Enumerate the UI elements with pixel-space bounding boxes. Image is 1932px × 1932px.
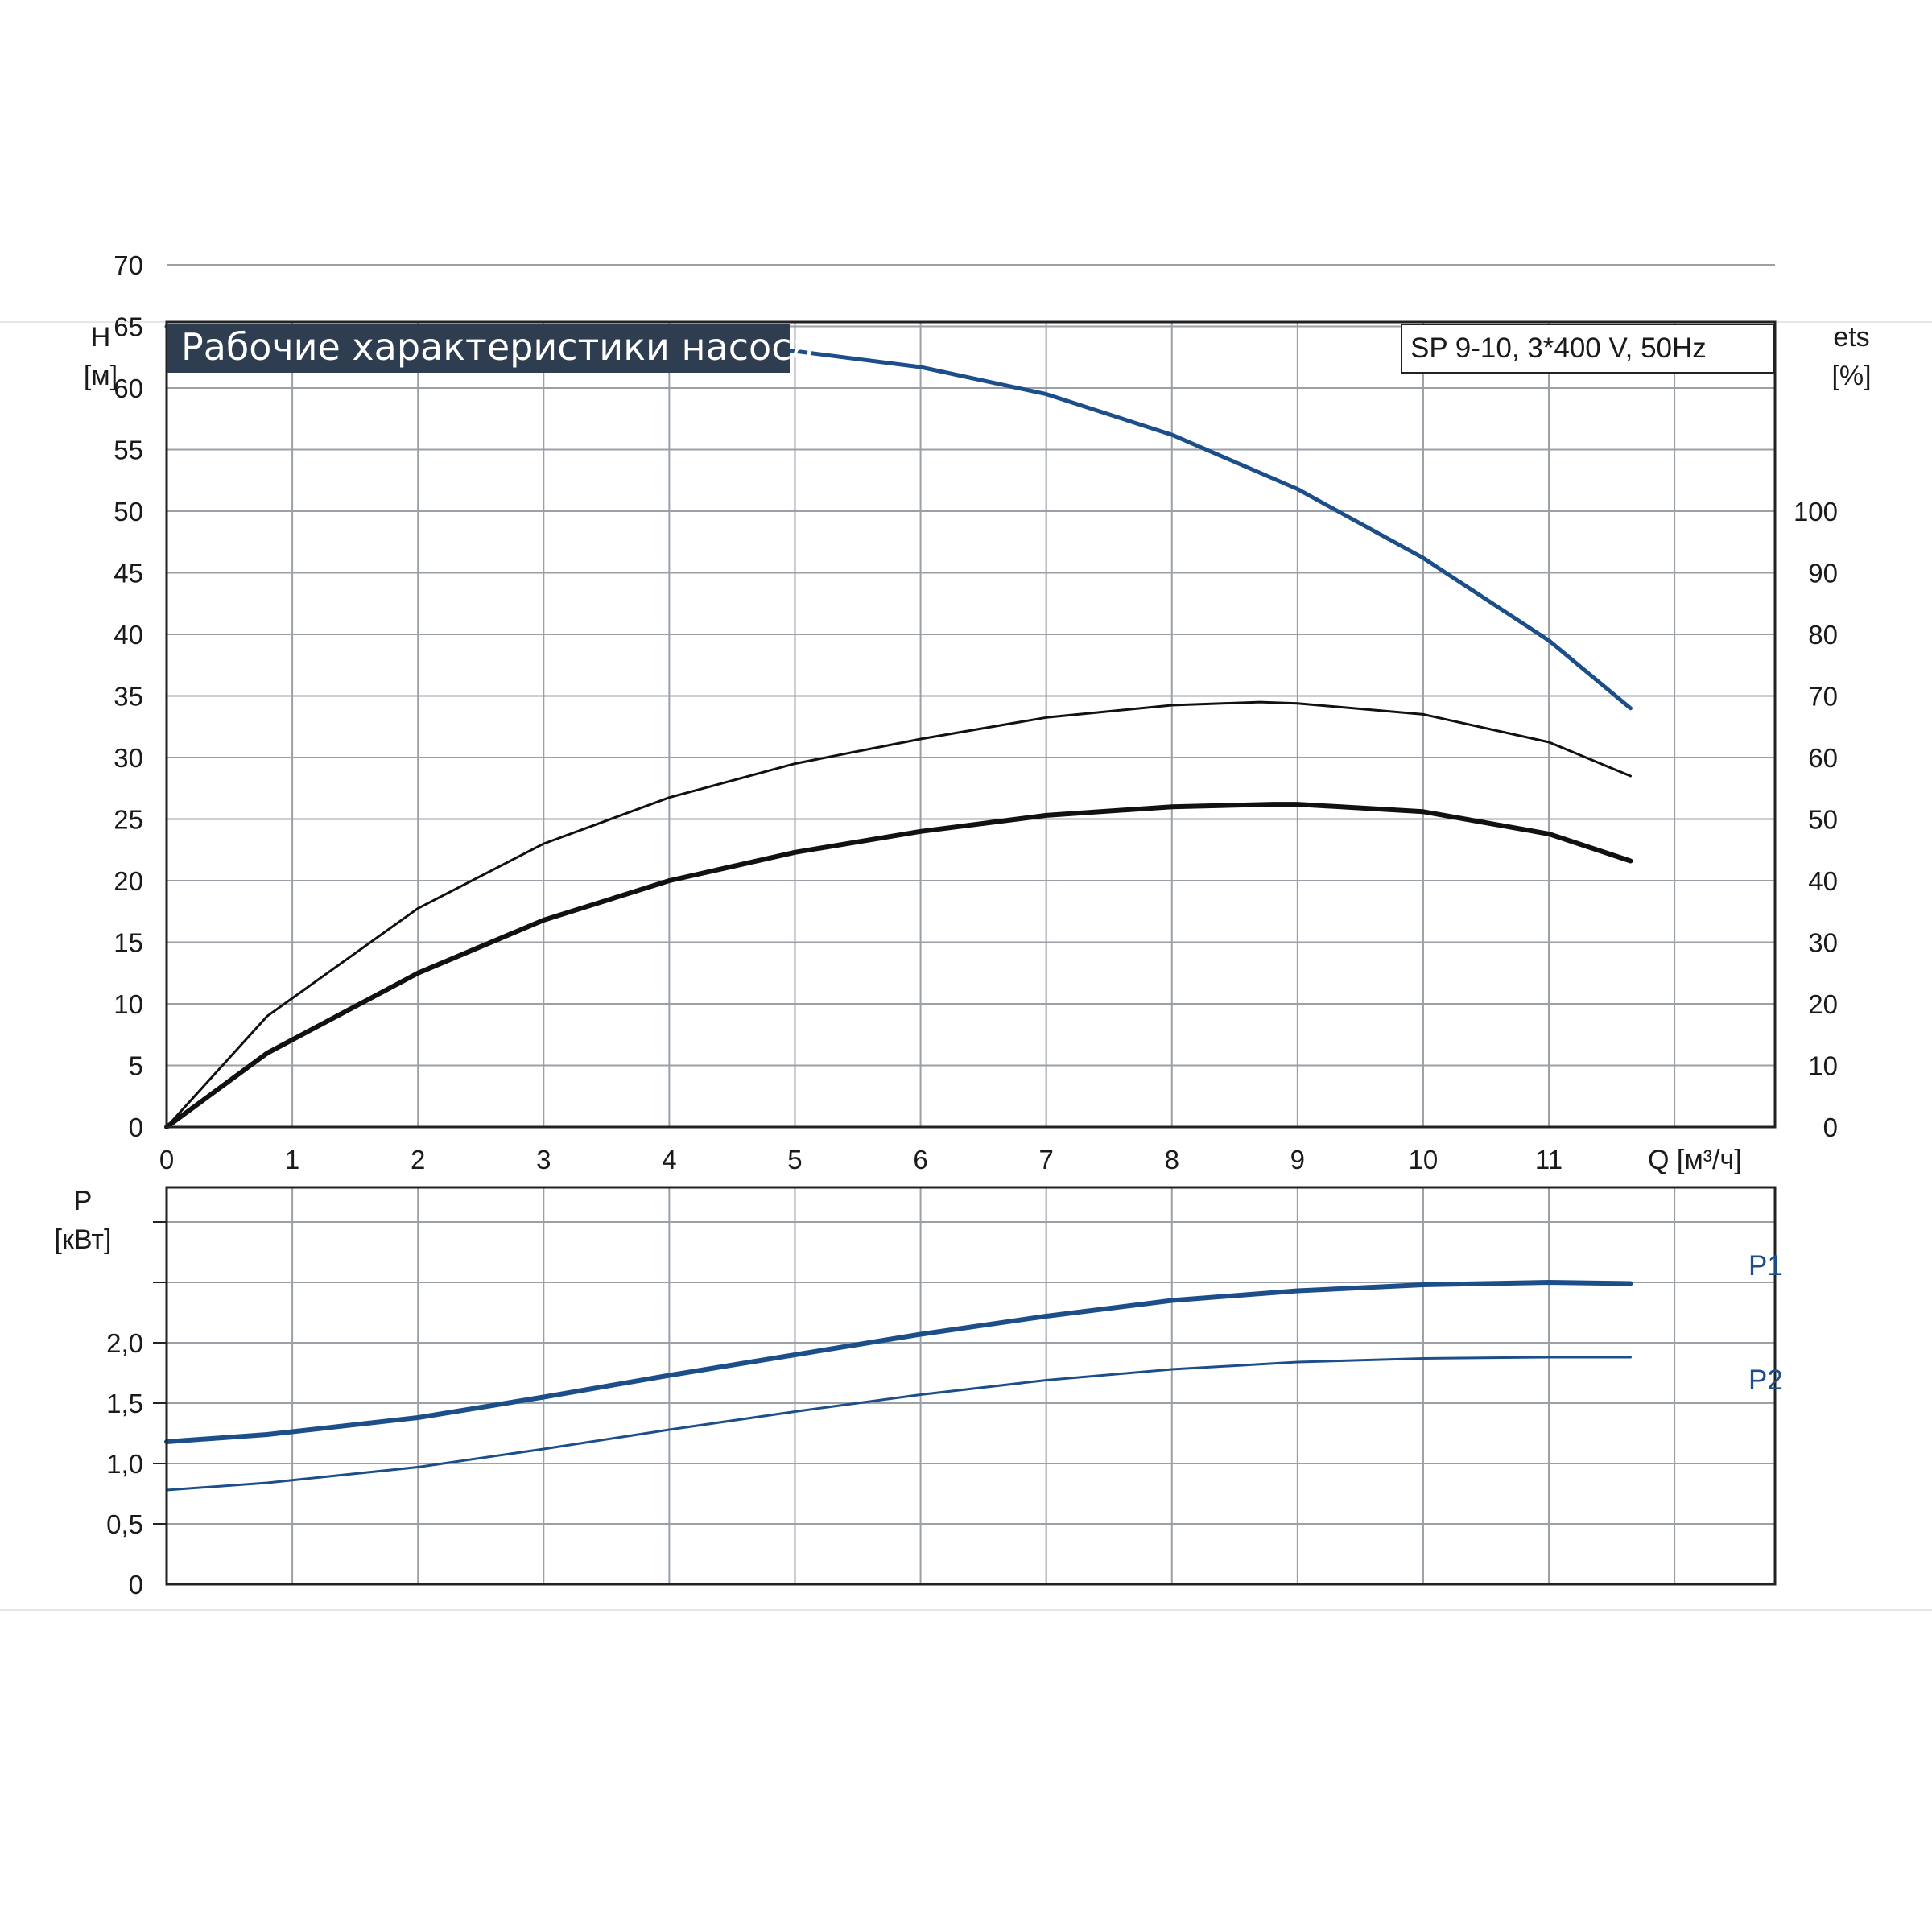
y-tick-label: 20 bbox=[114, 866, 143, 896]
y2-tick-label: 60 bbox=[1808, 743, 1838, 773]
pump-model-label: SP 9-10, 3*400 V, 50Hz bbox=[1410, 332, 1707, 364]
power-tick-labels: 0 0,5 1,0 1,5 2,0 bbox=[106, 1328, 143, 1600]
head-curve bbox=[164, 324, 1633, 711]
y-tick-label: 50 bbox=[114, 497, 143, 526]
y2-tick-label: 80 bbox=[1808, 620, 1838, 650]
y2-tick-label: 10 bbox=[1808, 1051, 1838, 1081]
power-tick-label: 0,5 bbox=[106, 1509, 143, 1539]
y2-tick-label: 20 bbox=[1808, 989, 1838, 1019]
y2-tick-label: 0 bbox=[1823, 1113, 1838, 1142]
head-efficiency-panel: 0 1 2 3 4 5 6 7 8 9 10 11 0510152025303540455055606… bbox=[84, 250, 1872, 1175]
x-tick-label: 2 bbox=[411, 1145, 425, 1174]
y2-axis-unit: [%] bbox=[1831, 361, 1871, 391]
y-tick-label: 35 bbox=[114, 682, 143, 712]
power-grid bbox=[153, 1187, 1775, 1584]
y-axis-label: H bbox=[91, 322, 111, 353]
x-tick-label: 0 bbox=[159, 1145, 174, 1174]
y2-axis-label: ets bbox=[1833, 322, 1869, 353]
x-tick-label: 10 bbox=[1409, 1145, 1439, 1174]
power-tick-label: 2,0 bbox=[106, 1328, 143, 1358]
y-tick-label: 60 bbox=[114, 374, 143, 403]
y2-tick-label: 90 bbox=[1808, 559, 1838, 588]
series-label-p2: P2 bbox=[1748, 1364, 1783, 1396]
y-tick-label: 0 bbox=[129, 1113, 143, 1142]
title-box bbox=[167, 324, 790, 373]
x-tick-label: 9 bbox=[1290, 1145, 1305, 1174]
x-tick-label: 4 bbox=[662, 1145, 676, 1174]
power-panel: 0 0,5 1,0 1,5 2,0 P [кВт] P1 P2 bbox=[55, 1186, 1783, 1600]
power-series bbox=[164, 1280, 1633, 1492]
y2-tick-label: 50 bbox=[1808, 805, 1838, 835]
y-tick-label: 30 bbox=[114, 743, 143, 773]
head-curve-secondary bbox=[164, 802, 1633, 1129]
power-tick-label: 1,0 bbox=[106, 1449, 143, 1479]
chart-title: Рабочие характеристики насоса bbox=[181, 325, 815, 369]
x-tick-label: 6 bbox=[913, 1145, 927, 1174]
model-box bbox=[1401, 324, 1774, 374]
y-tick-label: 10 bbox=[114, 989, 143, 1019]
x-axis-label: Q [м³/ч] bbox=[1648, 1145, 1742, 1175]
power-axis-unit: [кВт] bbox=[55, 1224, 112, 1255]
x-tick-label: 11 bbox=[1535, 1145, 1563, 1174]
y-axis-unit: [м] bbox=[84, 361, 118, 391]
head-tick-labels: 0 5 10 15 20 25 30 35 40 45 50 55 60 65 70 bbox=[114, 250, 143, 1142]
x-tick-labels: 0 1 2 3 4 5 6 7 8 9 10 11 bbox=[159, 1145, 1563, 1174]
series-label-p1: P1 bbox=[1748, 1250, 1783, 1282]
x-tick-label: 3 bbox=[536, 1145, 551, 1174]
p2-curve bbox=[165, 1356, 1632, 1492]
power-tick-label: 0 bbox=[129, 1570, 143, 1600]
power-axis-label: P bbox=[74, 1186, 93, 1216]
x-tick-label: 7 bbox=[1038, 1145, 1053, 1174]
x-tick-label: 1 bbox=[285, 1145, 299, 1174]
head-plot-frame bbox=[165, 320, 1777, 1129]
y-tick-label: 5 bbox=[129, 1051, 143, 1081]
head-efficiency-series bbox=[164, 324, 1633, 1129]
y2-tick-label: 100 bbox=[1794, 497, 1838, 526]
y2-tick-label: 40 bbox=[1808, 866, 1838, 896]
efficiency-curve bbox=[165, 700, 1632, 1129]
y2-tick-label: 30 bbox=[1808, 928, 1838, 958]
power-tick-label: 1,5 bbox=[106, 1389, 143, 1418]
y2-tick-label: 70 bbox=[1808, 682, 1838, 712]
y-tick-label: 40 bbox=[114, 620, 143, 650]
y-tick-label: 65 bbox=[114, 312, 143, 342]
y-tick-label: 45 bbox=[114, 559, 143, 588]
y-tick-label: 15 bbox=[114, 928, 143, 958]
x-tick-label: 5 bbox=[787, 1145, 802, 1174]
p1-curve bbox=[164, 1280, 1633, 1444]
y-tick-label: 55 bbox=[114, 436, 143, 465]
head-grid bbox=[167, 264, 1775, 1127]
power-plot-frame bbox=[165, 1186, 1777, 1586]
y-tick-label: 70 bbox=[114, 250, 143, 280]
y-tick-label: 25 bbox=[114, 805, 143, 835]
x-tick-label: 8 bbox=[1165, 1145, 1179, 1174]
efficiency-tick-labels: 0 10 20 30 40 50 60 70 80 90 100 bbox=[1794, 497, 1838, 1142]
